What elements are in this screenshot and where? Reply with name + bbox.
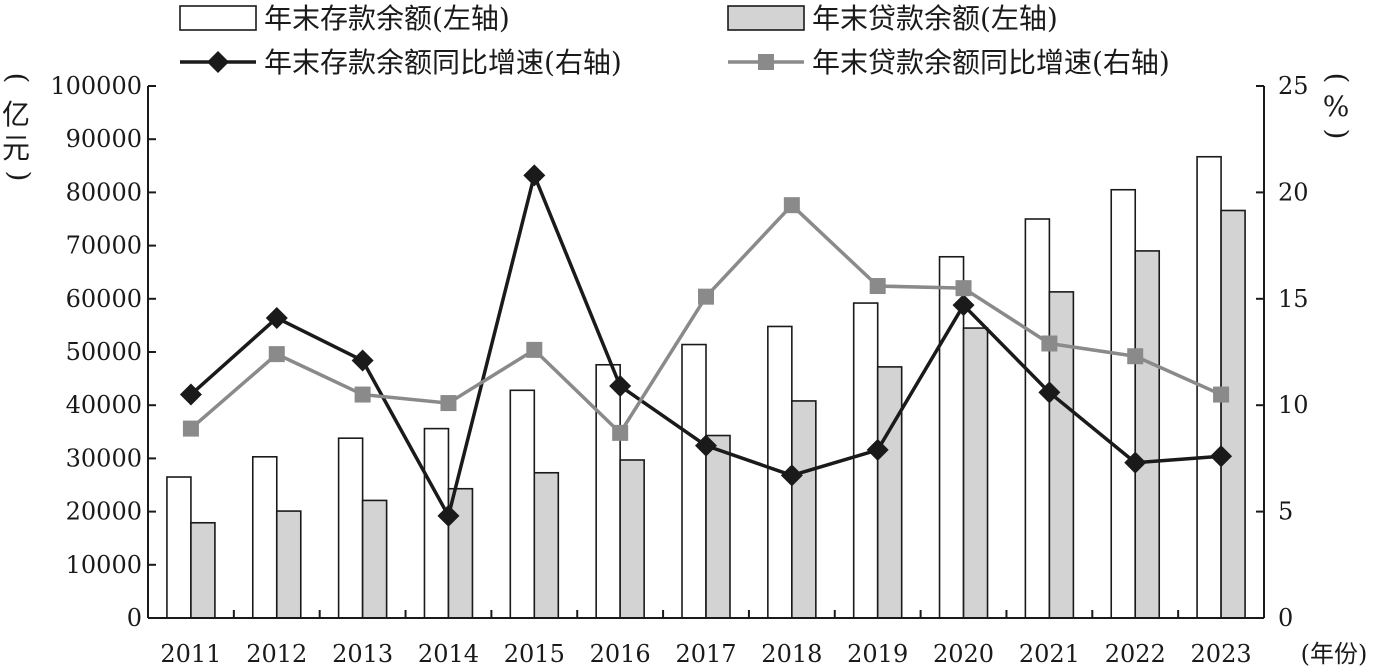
y-left-tick-label-10000: 10000 [66,551,142,579]
legend-label-deposit-growth: 年末存款余额同比增速(右轴) [264,46,622,79]
bar-loan-2016 [619,459,645,619]
point-loan-growth-2022 [1127,348,1144,365]
point-deposit-growth-2019 [866,438,889,461]
bar-loan-2013 [361,499,388,619]
point-loan-growth-2016 [612,424,629,441]
y-right-tick-label-15: 15 [1278,285,1309,313]
bar-loan-2022 [1134,250,1161,619]
bar-loan-2020 [962,327,989,619]
line-layer [179,164,1233,527]
y-right-tick-label-25: 25 [1278,72,1309,100]
legend-label-loan-growth: 年末贷款余额同比增速(右轴) [812,46,1170,79]
x-tick-label-2014: 2014 [418,640,479,668]
y-right-unit-percent: % [1323,90,1350,123]
y-left-tick-label-30000: 30000 [66,444,142,472]
y-left-tick-label-20000: 20000 [66,498,142,526]
point-loan-growth-2012 [268,346,285,363]
point-deposit-growth-2021 [1038,381,1061,404]
x-tick-label-2015: 2015 [504,640,565,668]
point-deposit-growth-2014 [437,504,460,527]
y-left-unit-close: ) [3,171,36,182]
y-right-tick-label-20: 20 [1278,178,1309,206]
y-left-tick-label-90000: 90000 [66,125,142,153]
point-loan-growth-2011 [182,420,199,437]
x-tick-label-2018: 2018 [761,640,822,668]
point-loan-growth-2018 [783,197,800,214]
bar-deposit-2020 [938,255,965,619]
point-deposit-growth-2018 [780,464,803,487]
point-deposit-growth-2012 [265,306,288,329]
y-right-unit-close: ) [1321,129,1354,140]
bar-layer [166,155,1246,619]
point-loan-growth-2019 [869,278,886,295]
x-tick-label-2012: 2012 [246,640,307,668]
x-tick-label-2017: 2017 [675,640,736,668]
bar-loan-2011 [190,521,216,619]
bar-loan-2019 [876,366,903,619]
bar-loan-2023 [1220,209,1246,619]
y-right-tick-label-0: 0 [1278,604,1293,632]
x-tick-label-2022: 2022 [1105,640,1166,668]
bar-deposit-2016 [595,363,621,619]
point-deposit-growth-2017 [695,434,717,457]
x-tick-label-2011: 2011 [160,640,221,668]
y-left-unit-yi: 亿 [2,98,30,131]
x-tick-label-2019: 2019 [847,640,908,668]
y-left-tick-label-80000: 80000 [66,178,142,206]
bar-deposit-2021 [1024,218,1051,619]
bar-loan-2015 [533,471,560,619]
point-loan-growth-2013 [354,386,371,403]
y-left-tick-label-70000: 70000 [66,232,142,260]
legend: 年末存款余额(左轴) 年末贷款余额(左轴) 年末存款余额同比增速(右轴) 年末贷款余额… [179,2,1170,79]
y-right-tick-label-10: 10 [1278,391,1309,419]
bar-deposit-2013 [337,437,364,619]
legend-swatch-loan [727,5,805,31]
point-deposit-growth-2022 [1124,451,1147,474]
legend-marker-loan-growth [758,54,774,70]
legend-label-deposit: 年末存款余额(左轴) [264,2,510,35]
bar-loan-2012 [275,510,302,619]
bar-deposit-2011 [166,476,192,619]
legend-swatch-deposit [179,5,257,31]
x-tick-label-2016: 2016 [590,640,651,668]
x-axis-unit: (年份) [1301,640,1368,668]
x-tick-label-2023: 2023 [1191,640,1252,668]
legend-label-loan: 年末贷款余额(左轴) [812,2,1058,35]
y-left-unit-open: ( [1,73,34,84]
y-left-unit-yuan: 元 [2,132,30,165]
bar-deposit-2017 [681,343,707,619]
y-left-tick-label-0: 0 [127,604,142,632]
bar-deposit-2019 [852,302,879,619]
bar-deposit-2012 [251,456,278,619]
bar-deposit-2015 [509,389,536,619]
point-deposit-growth-2011 [179,383,202,406]
bar-deposit-2014 [423,427,450,619]
point-loan-growth-2017 [698,288,714,305]
point-deposit-growth-2020 [952,294,975,317]
bar-loan-2017 [705,434,731,619]
y-left-tick-label-60000: 60000 [66,285,142,313]
y-right-tick-label-5: 5 [1278,498,1293,526]
x-tick-label-2021: 2021 [1019,640,1080,668]
y-left-tick-label-40000: 40000 [66,391,142,419]
point-loan-growth-2023 [1213,386,1230,403]
point-loan-growth-2014 [440,395,457,412]
point-loan-growth-2020 [955,280,972,297]
x-tick-label-2013: 2013 [332,640,393,668]
point-loan-growth-2015 [526,341,543,358]
point-deposit-growth-2023 [1210,445,1233,468]
point-deposit-growth-2013 [351,349,374,372]
bar-deposit-2022 [1110,188,1137,619]
y-left-tick-label-50000: 50000 [66,338,142,366]
y-right-unit-open: ( [1321,73,1354,84]
point-deposit-growth-2016 [609,375,632,398]
point-loan-growth-2021 [1041,335,1058,352]
axes: 0 10000 20000 30000 40000 50000 60000 70000 8000… [1,72,1367,668]
y-left-tick-label-100000: 100000 [50,72,142,100]
point-deposit-growth-2015 [523,164,546,187]
bar-loan-2018 [791,400,817,619]
x-tick-label-2020: 2020 [933,640,994,668]
legend-marker-deposit-growth [207,51,229,73]
